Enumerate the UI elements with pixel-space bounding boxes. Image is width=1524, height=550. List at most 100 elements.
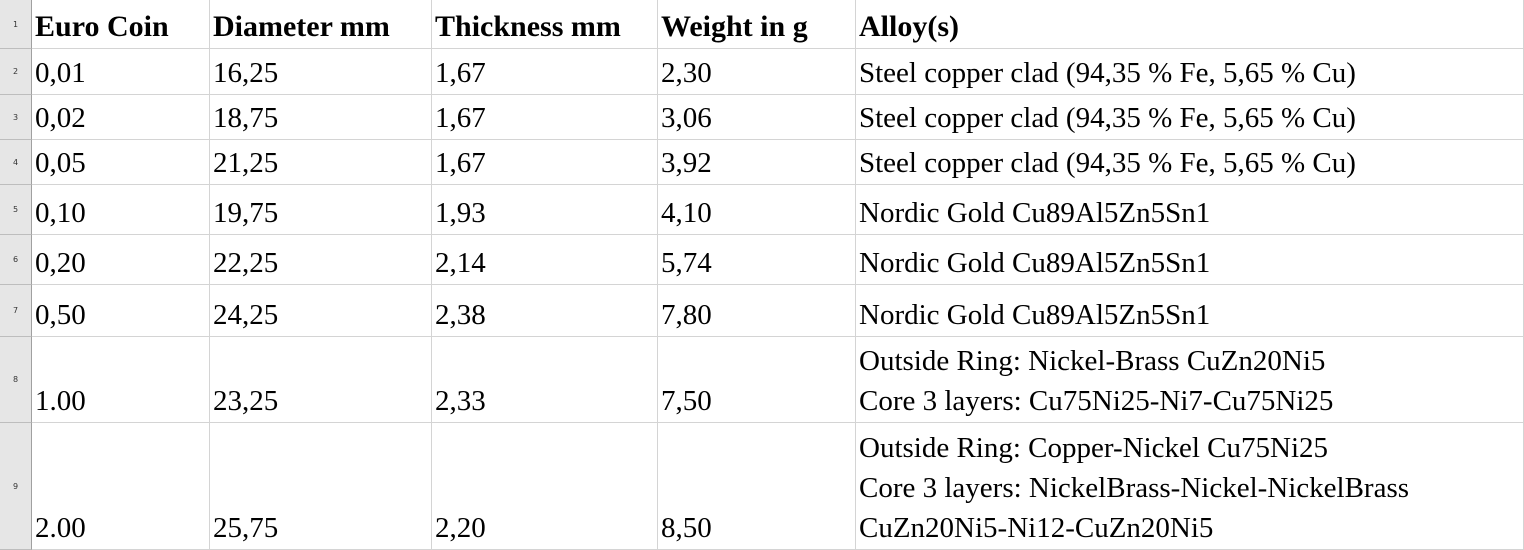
cell-text: 3,92 xyxy=(661,147,712,179)
row-header: 9 xyxy=(0,423,32,550)
header-text: Weight in g xyxy=(661,10,808,43)
cell-text: 7,80 xyxy=(661,299,712,331)
table-cell: 3,92 xyxy=(658,140,856,185)
table-cell: 16,25 xyxy=(210,49,432,95)
header-text: Euro Coin xyxy=(35,10,169,43)
header-cell: Thickness mm xyxy=(432,0,658,49)
table-cell: 8,50 xyxy=(658,423,856,550)
header-text: Alloy(s) xyxy=(859,10,959,43)
row-header: 4 xyxy=(0,140,32,185)
table-cell: 1,93 xyxy=(432,185,658,235)
cell-text: 0,10 xyxy=(35,197,86,229)
table-cell: 5,74 xyxy=(658,235,856,285)
table-cell: 24,25 xyxy=(210,285,432,337)
cell-line: Core 3 layers: NickelBrass-Nickel-Nickel… xyxy=(859,472,1410,504)
table-cell: 19,75 xyxy=(210,185,432,235)
cell-text: 25,75 xyxy=(213,512,279,544)
cell-text: 2,38 xyxy=(435,299,486,331)
table-cell: Steel copper clad (94,35 % Fe, 5,65 % Cu… xyxy=(856,49,1524,95)
row-number: 3 xyxy=(12,112,19,122)
table-cell: Steel copper clad (94,35 % Fe, 5,65 % Cu… xyxy=(856,140,1524,185)
row-number: 6 xyxy=(12,255,19,264)
row-header: 1 xyxy=(0,0,32,49)
table-cell: 2,33 xyxy=(432,337,658,423)
cell-line: Steel copper clad (94,35 % Fe, 5,65 % Cu… xyxy=(859,57,1356,89)
table-cell: 2,20 xyxy=(432,423,658,550)
table-cell: Outside Ring: Copper-Nickel Cu75Ni25 Core… xyxy=(856,423,1524,550)
cell-text: 0,02 xyxy=(35,102,86,134)
cell-line: CuZn20Ni5-Ni12-CuZn20Ni5 xyxy=(859,512,1214,544)
cell-text: 7,50 xyxy=(661,385,712,417)
cell-text: 2,20 xyxy=(435,512,486,544)
cell-line: Core 3 layers: Cu75Ni25-Ni7-Cu75Ni25 xyxy=(859,385,1334,417)
table-cell: 1,67 xyxy=(432,140,658,185)
table-cell: 1,67 xyxy=(432,95,658,140)
table-cell: Nordic Gold Cu89Al5Zn5Sn1 xyxy=(856,185,1524,235)
table-cell: 0,20 xyxy=(32,235,210,285)
table-cell: 0,50 xyxy=(32,285,210,337)
table-cell: 2,30 xyxy=(658,49,856,95)
cell-text: 4,10 xyxy=(661,197,712,229)
row-number: 1 xyxy=(12,19,19,29)
cell-text: 18,75 xyxy=(213,102,279,134)
table-cell: 23,25 xyxy=(210,337,432,423)
cell-text: 1.00 xyxy=(35,385,86,417)
row-header: 6 xyxy=(0,235,32,285)
row-header: 5 xyxy=(0,185,32,235)
table-cell: 25,75 xyxy=(210,423,432,550)
cell-line: Outside Ring: Nickel-Brass CuZn20Ni5 xyxy=(859,345,1326,377)
table-cell: 3,06 xyxy=(658,95,856,140)
cell-text: 3,06 xyxy=(661,102,712,134)
cell-text: 0,20 xyxy=(35,247,86,279)
cell-line: Outside Ring: Copper-Nickel Cu75Ni25 xyxy=(859,432,1329,464)
cell-text: 23,25 xyxy=(213,385,279,417)
table-cell: 2,14 xyxy=(432,235,658,285)
table-cell: 7,50 xyxy=(658,337,856,423)
row-number: 9 xyxy=(12,481,19,491)
table-cell: 0,01 xyxy=(32,49,210,95)
row-header: 7 xyxy=(0,285,32,337)
header-cell: Diameter mm xyxy=(210,0,432,49)
table-cell: Nordic Gold Cu89Al5Zn5Sn1 xyxy=(856,235,1524,285)
table-cell: Nordic Gold Cu89Al5Zn5Sn1 xyxy=(856,285,1524,337)
row-number: 5 xyxy=(12,205,19,214)
cell-text: 5,74 xyxy=(661,247,712,279)
cell-text: 1,67 xyxy=(435,147,486,179)
header-cell: Alloy(s) xyxy=(856,0,1524,49)
cell-text: 1,67 xyxy=(435,57,486,89)
table-cell: 0,05 xyxy=(32,140,210,185)
table-cell: 2.00 xyxy=(32,423,210,550)
table-cell: 0,10 xyxy=(32,185,210,235)
cell-text: 0,05 xyxy=(35,147,86,179)
table-cell: 7,80 xyxy=(658,285,856,337)
row-header: 3 xyxy=(0,95,32,140)
row-number: 8 xyxy=(12,375,19,384)
header-cell: Euro Coin xyxy=(32,0,210,49)
cell-text: 24,25 xyxy=(213,299,279,331)
cell-text: 1,67 xyxy=(435,102,486,134)
row-header: 8 xyxy=(0,337,32,423)
table-cell: 21,25 xyxy=(210,140,432,185)
cell-text: 0,01 xyxy=(35,57,86,89)
cell-line: Steel copper clad (94,35 % Fe, 5,65 % Cu… xyxy=(859,102,1356,134)
table-cell: 18,75 xyxy=(210,95,432,140)
cell-text: 2.00 xyxy=(35,512,86,544)
table-cell: 4,10 xyxy=(658,185,856,235)
row-header: 2 xyxy=(0,49,32,95)
table-cell: 2,38 xyxy=(432,285,658,337)
cell-text: 2,33 xyxy=(435,385,486,417)
cell-text: 8,50 xyxy=(661,512,712,544)
header-text: Diameter mm xyxy=(213,10,390,43)
cell-text: 0,50 xyxy=(35,299,86,331)
cell-text: 19,75 xyxy=(213,197,279,229)
header-text: Thickness mm xyxy=(435,10,621,43)
table-cell: 22,25 xyxy=(210,235,432,285)
cell-text: 1,93 xyxy=(435,197,486,229)
cell-text: 2,30 xyxy=(661,57,712,89)
table-cell: Outside Ring: Nickel-Brass CuZn20Ni5 Core… xyxy=(856,337,1524,423)
table-cell: 0,02 xyxy=(32,95,210,140)
table-cell: Steel copper clad (94,35 % Fe, 5,65 % Cu… xyxy=(856,95,1524,140)
cell-line: Nordic Gold Cu89Al5Zn5Sn1 xyxy=(859,247,1211,279)
cell-line: Nordic Gold Cu89Al5Zn5Sn1 xyxy=(859,299,1211,331)
